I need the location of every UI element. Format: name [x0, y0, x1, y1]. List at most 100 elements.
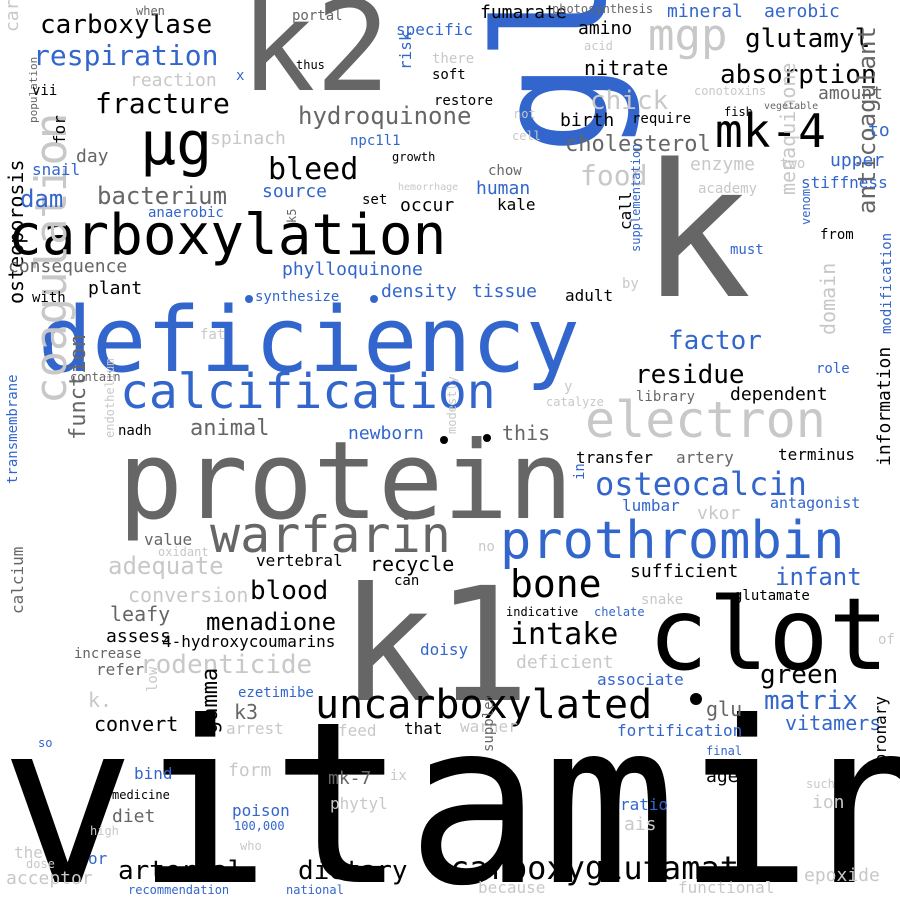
word-fortification: fortification	[617, 721, 743, 740]
word-newborn: newborn	[348, 423, 424, 444]
word-epoxide: epoxide	[804, 865, 880, 886]
word-ratio: ratio	[620, 795, 669, 814]
word-assess: assess	[106, 626, 172, 647]
word-ix: ix	[390, 768, 407, 784]
word-can: can	[394, 573, 420, 589]
word-x: x	[236, 68, 245, 84]
word-restore: restore	[434, 93, 494, 109]
word-leafy: leafy	[110, 602, 171, 626]
word-vegetable: vegetable	[764, 101, 819, 112]
word-anaerobic: anaerobic	[148, 205, 224, 221]
word-kale: kale	[497, 195, 536, 214]
word-that: that	[404, 719, 443, 738]
word-for: for	[50, 115, 69, 144]
word-k1: k1	[340, 554, 531, 738]
word-ezetimibe: ezetimibe	[238, 685, 314, 701]
word-modification: modification	[879, 232, 895, 334]
word-factor: factor	[668, 326, 762, 356]
word-role: role	[816, 361, 850, 377]
word-chow: chow	[488, 163, 522, 179]
word-refer: refer	[96, 660, 145, 679]
word-synthesize: synthesize	[255, 289, 340, 305]
word-cell: cell	[512, 129, 541, 143]
word-contain: contain	[70, 370, 121, 384]
word-tissue: tissue	[472, 281, 538, 302]
word-phylloquinone: phylloquinone	[282, 259, 423, 280]
word-portal: portal	[292, 8, 343, 24]
word-prothrombin: prothrombin	[500, 511, 845, 571]
word-or: or	[88, 849, 108, 868]
word-deficient: deficient	[516, 652, 614, 673]
word-consequence: consequence	[8, 256, 128, 277]
word-venom: venom	[799, 188, 813, 225]
word-100-000: 100,000	[234, 819, 285, 833]
word-dietary: dietary	[298, 856, 408, 886]
word-vkor: vkor	[697, 503, 741, 524]
word-domain: domain	[816, 262, 840, 335]
word-carboxylation: carboxylation	[8, 203, 447, 268]
word-national: national	[286, 883, 344, 897]
word-day: day	[76, 146, 109, 167]
word-coronary: coronary	[871, 695, 890, 773]
word-phytyl: phytyl	[330, 794, 388, 813]
word-dam: dam	[20, 185, 64, 213]
word-lumbar: lumbar	[622, 496, 680, 515]
word-mgp: mgp	[648, 10, 728, 61]
word-calcification: calcification	[120, 364, 496, 420]
word-spinach: spinach	[210, 128, 286, 149]
word-such: such	[806, 777, 835, 791]
word-k: k	[640, 124, 752, 340]
word-chick: chick	[590, 86, 669, 116]
word-infant: infant	[775, 563, 862, 591]
word-amount: amount	[818, 83, 884, 104]
word-the: the	[14, 843, 43, 862]
word-growth: growth	[392, 150, 436, 164]
word-osteocalcin: osteocalcin	[595, 465, 807, 503]
word-fat: fat	[200, 327, 226, 343]
word-blood: blood	[250, 576, 329, 606]
word-k2: k2	[240, 0, 391, 120]
word-snail: snail	[32, 160, 81, 179]
word-animal: animal	[190, 416, 270, 441]
word-final: final	[706, 744, 743, 758]
word-enzyme: enzyme	[690, 154, 756, 175]
word-adequate: adequate	[108, 552, 224, 580]
word-protein: protein	[118, 419, 574, 544]
word-food: food	[580, 159, 648, 192]
word-when: when	[136, 4, 165, 18]
word-bone: bone	[510, 562, 602, 606]
word-chelate: chelate	[594, 605, 645, 619]
word-birth: birth	[560, 110, 615, 131]
word-gamma: gamma	[198, 667, 223, 734]
word-catalyze: catalyze	[546, 395, 604, 409]
word-specific: specific	[396, 20, 474, 39]
word-must: must	[730, 242, 764, 258]
word-acid: acid	[584, 39, 613, 53]
word-of: of	[878, 632, 895, 648]
word-vii: vii	[32, 83, 58, 99]
word-supplement: supplement	[481, 667, 497, 752]
word-hydroquinone: hydroquinone	[298, 102, 472, 130]
word-occur: occur	[400, 195, 455, 216]
bullet-dot	[483, 434, 491, 442]
word-require: require	[632, 111, 692, 127]
word-recycle: recycle	[370, 552, 455, 576]
word-because: because	[478, 878, 546, 897]
word-deficiency: deficiency	[38, 288, 580, 393]
word-ion: ion	[812, 792, 845, 813]
word-function: function	[66, 334, 91, 440]
word-functional: functional	[678, 878, 775, 897]
word-dose: dose	[26, 857, 55, 871]
word-bacterium: bacterium	[97, 182, 228, 210]
word-arrest: arrest	[226, 719, 284, 738]
bullet-dot	[440, 436, 448, 444]
word-vitamers: vitamers	[785, 711, 882, 735]
word-ais: ais	[624, 814, 657, 835]
word-oxidant: oxidant	[158, 545, 209, 559]
word-adult: adult	[565, 286, 614, 305]
word-increase: increase	[74, 646, 142, 662]
word-intake: intake	[510, 617, 619, 652]
word-carboxylated: carboxylated	[2, 0, 23, 32]
word-not: not	[514, 107, 536, 121]
